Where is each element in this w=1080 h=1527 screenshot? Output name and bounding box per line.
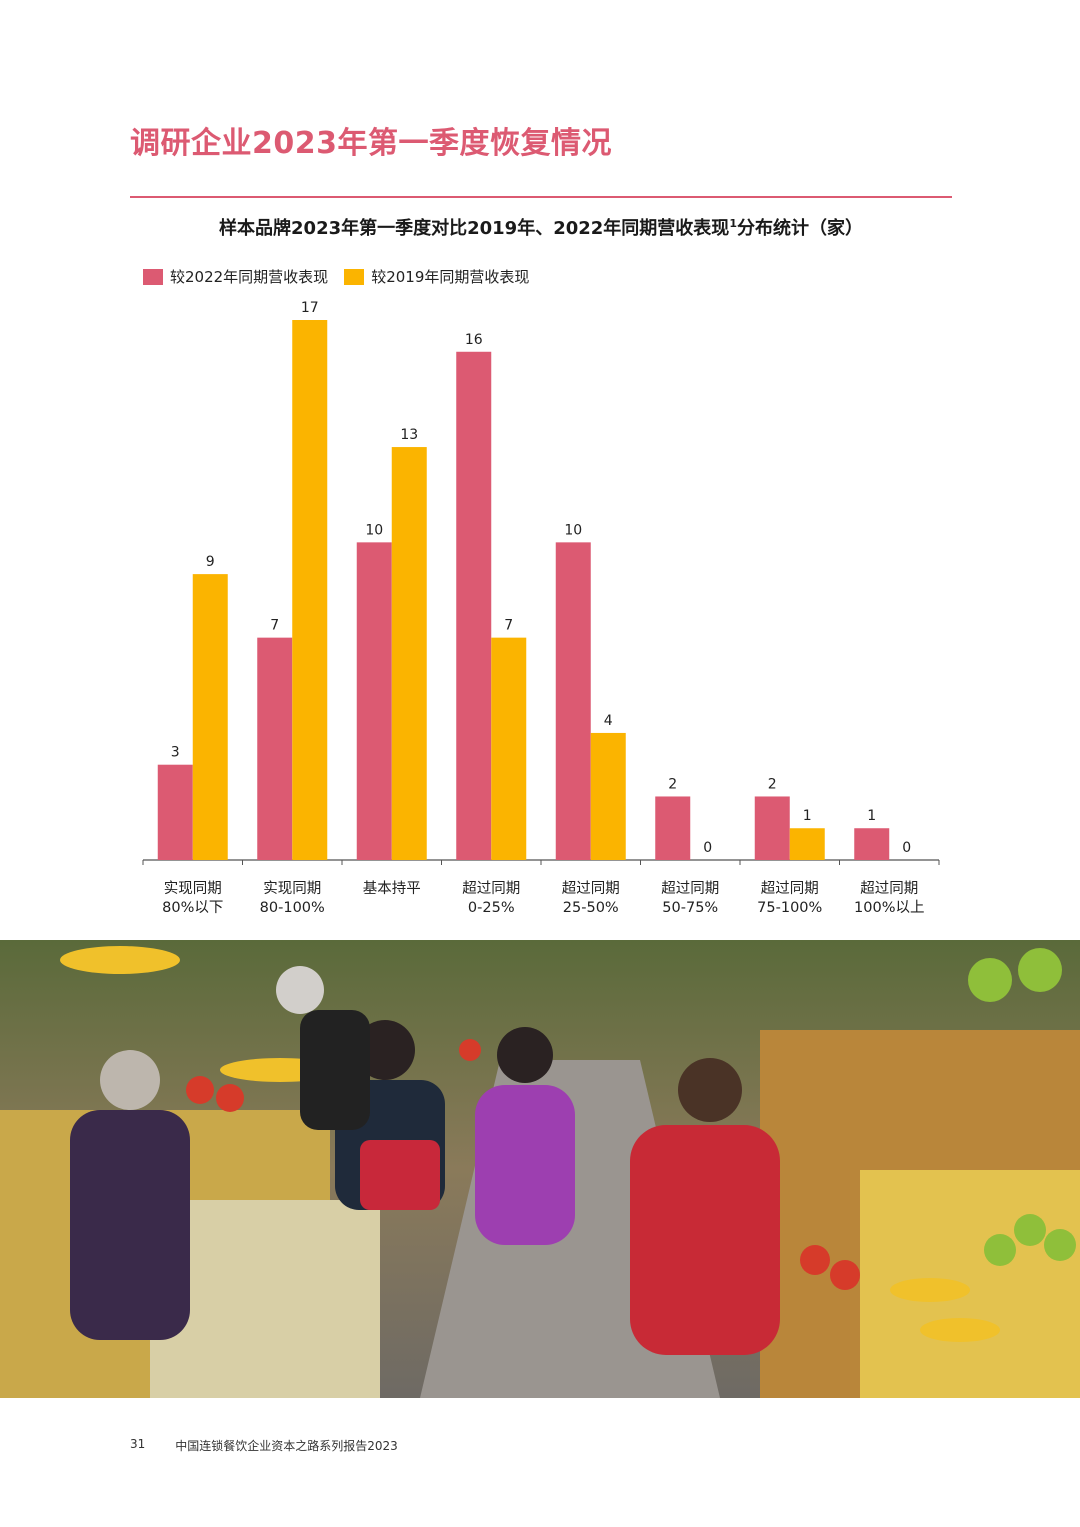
data-label: 1 (867, 808, 876, 824)
data-label: 0 (703, 840, 712, 856)
data-label: 13 (400, 427, 418, 443)
x-tick-label: 超过同期 (661, 880, 719, 897)
x-tick-label: 超过同期 (761, 880, 819, 897)
market-photo-illustration (0, 940, 1080, 1398)
title-divider (130, 196, 952, 198)
x-tick-label: 75-100% (757, 900, 822, 916)
x-tick-label: 实现同期 (164, 880, 222, 897)
page-number: 31 (130, 1437, 146, 1451)
data-label: 7 (504, 618, 513, 634)
bar-2022 (157, 764, 193, 860)
bar-2022 (456, 351, 492, 860)
data-label: 10 (564, 522, 582, 538)
bar-2019 (192, 574, 228, 860)
x-tick-label: 实现同期 (263, 880, 321, 897)
chart-title: 样本品牌2023年第一季度对比2019年、2022年同期营收表现1分布统计（家） (130, 214, 952, 240)
bar-2022 (257, 637, 293, 860)
chart-title-suffix: 分布统计（家） (736, 218, 863, 239)
legend-swatch-2022 (143, 268, 163, 285)
section-title: 调研企业2023年第一季度恢复情况 (130, 126, 612, 161)
chart-title-main: 样本品牌2023年第一季度对比2019年、2022年同期营收表现 (219, 218, 730, 239)
x-tick-label: 80-100% (260, 900, 325, 916)
bar-2022 (356, 542, 392, 860)
legend-swatch-2019 (344, 268, 365, 285)
bar-2022 (754, 796, 790, 860)
bar-2022 (655, 796, 691, 860)
data-label: 9 (206, 554, 215, 570)
x-tick-label: 100%以上 (854, 899, 924, 916)
bar-2019 (789, 828, 825, 860)
legend-item-2022: 较2022年同期营收表现 (143, 266, 328, 287)
legend-label-2019: 较2019年同期营收表现 (371, 268, 530, 286)
legend-item-2019: 较2019年同期营收表现 (344, 266, 529, 287)
market-photo (0, 940, 1080, 1398)
x-tick-label: 超过同期 (462, 880, 520, 897)
bar-2019 (590, 732, 626, 860)
x-tick-label: 50-75% (662, 900, 718, 916)
data-label: 0 (902, 840, 911, 856)
x-tick-label: 超过同期 (562, 880, 620, 897)
x-tick-label: 基本持平 (363, 880, 421, 897)
x-tick-label: 25-50% (563, 900, 619, 916)
page-footer: 31 中国连锁餐饮企业资本之路系列报告2023 (130, 1437, 398, 1454)
chart-title-footnote-mark: 1 (729, 217, 737, 230)
bar-2019 (391, 447, 427, 860)
x-tick-label: 80%以下 (162, 900, 223, 916)
x-tick-label: 0-25% (468, 900, 515, 916)
data-label: 16 (465, 332, 483, 348)
footer-report-title: 中国连锁餐饮企业资本之路系列报告2023 (175, 1439, 398, 1453)
bar-2019 (491, 637, 527, 860)
data-label: 7 (270, 618, 279, 634)
data-label: 2 (768, 776, 777, 792)
bar-2022 (555, 542, 591, 860)
legend-label-2022: 较2022年同期营收表现 (170, 268, 329, 286)
bar-chart: 39实现同期80%以下717实现同期80-100%1013基本持平167超过同期… (142, 300, 940, 916)
data-label: 2 (668, 776, 677, 792)
data-label: 3 (171, 745, 180, 761)
x-tick-label: 超过同期 (860, 880, 918, 897)
data-label: 17 (301, 300, 319, 316)
bar-2022 (854, 828, 890, 860)
chart-legend: 较2022年同期营收表现 较2019年同期营收表现 (143, 266, 529, 287)
data-label: 10 (365, 522, 383, 538)
data-label: 4 (604, 713, 613, 729)
data-label: 1 (803, 808, 812, 824)
bar-2019 (292, 320, 328, 860)
